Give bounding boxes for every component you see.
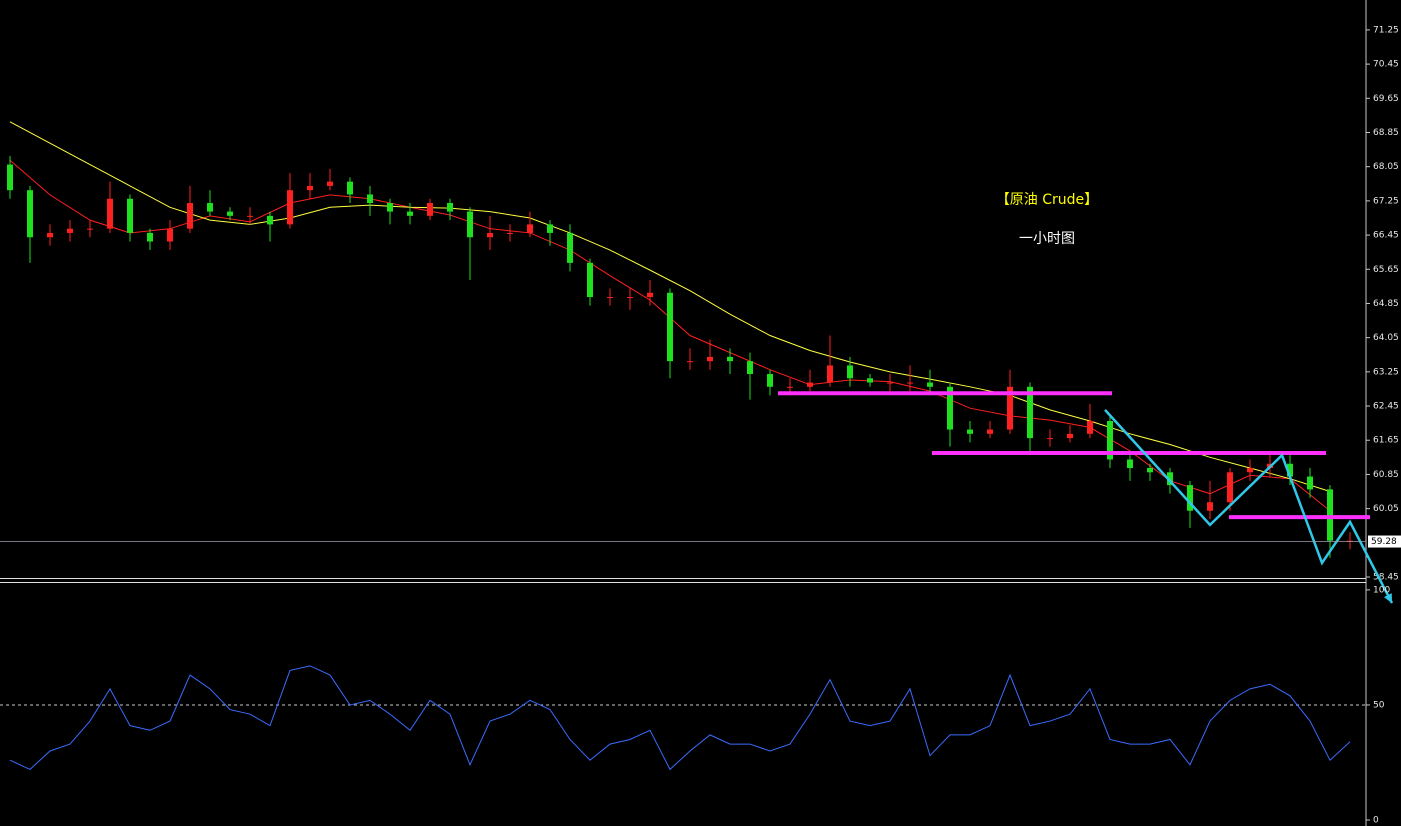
candle-body	[7, 164, 13, 191]
candle-body	[627, 297, 633, 299]
candle-body	[807, 382, 813, 387]
candle-body	[1227, 472, 1233, 503]
candle-body	[967, 429, 973, 434]
candle-body	[847, 365, 853, 379]
candle-body	[447, 203, 453, 212]
candle-body	[427, 203, 433, 216]
candle-body	[1187, 485, 1193, 511]
candle-body	[707, 356, 713, 362]
candle-body	[367, 194, 373, 204]
candle-body	[767, 373, 773, 387]
candle-body	[27, 190, 33, 238]
candle-body	[1307, 476, 1313, 490]
candle-body	[147, 232, 153, 242]
candle-body	[207, 203, 213, 212]
candle-body	[567, 232, 573, 263]
candle-body	[887, 382, 893, 384]
candle-body	[1067, 433, 1073, 439]
y-tick-label: 64.05	[1373, 333, 1399, 343]
arrow-head	[1384, 593, 1392, 604]
trend-arrow	[1104, 409, 1394, 604]
y-tick-label: 65.65	[1373, 265, 1399, 275]
candle-body	[907, 382, 913, 384]
candle-body	[827, 365, 833, 383]
candle-body	[307, 185, 313, 191]
y-tick-label: 50	[1373, 700, 1385, 710]
candle-body	[127, 198, 133, 233]
candle-body	[1207, 502, 1213, 511]
candle-body	[347, 181, 353, 195]
candle-body	[387, 203, 393, 212]
y-tick-label: 0	[1373, 816, 1379, 826]
candle-body	[107, 198, 113, 229]
candle-body	[167, 228, 173, 242]
candle-body	[1147, 468, 1153, 473]
candle-body	[727, 356, 733, 362]
y-tick-label: 100	[1373, 585, 1390, 595]
candle-body	[987, 429, 993, 434]
candle-body	[1087, 421, 1093, 434]
y-tick-label: 68.05	[1373, 162, 1399, 172]
candle-body	[1127, 459, 1133, 469]
rsi-line	[9, 665, 1351, 771]
candle-body	[267, 215, 273, 225]
chart-title: 【原油 Crude】	[996, 192, 1098, 208]
candle-body	[87, 228, 93, 230]
candle-body	[867, 378, 873, 383]
candle-body	[67, 228, 73, 233]
candle-body	[327, 181, 333, 186]
candle-body	[1327, 489, 1333, 541]
candle-body	[1167, 472, 1173, 486]
candle-body	[1247, 468, 1253, 473]
candle-body	[667, 292, 673, 362]
candle-body	[587, 262, 593, 298]
last-price-label: 59.28	[1371, 537, 1397, 547]
candle-body	[287, 190, 293, 225]
candle-body	[1107, 421, 1113, 460]
y-tick-label: 63.25	[1373, 367, 1399, 377]
candle-body	[547, 224, 553, 233]
candle-body	[227, 211, 233, 216]
candle-body	[487, 232, 493, 238]
y-tick-label: 60.85	[1373, 470, 1399, 480]
candle-body	[647, 292, 653, 298]
candle-body	[527, 224, 533, 233]
y-tick-label: 66.45	[1373, 231, 1399, 241]
y-tick-label: 64.85	[1373, 299, 1399, 309]
y-tick-label: 67.25	[1373, 196, 1399, 206]
candle-body	[1287, 463, 1293, 477]
y-tick-label: 61.65	[1373, 436, 1399, 446]
y-tick-label: 60.05	[1373, 504, 1399, 514]
candle-body	[187, 203, 193, 229]
candle-body	[407, 211, 413, 216]
candle-body	[47, 232, 53, 238]
candle-body	[507, 232, 513, 234]
candle-body	[947, 386, 953, 430]
y-tick-label: 69.65	[1373, 94, 1399, 104]
candle-body	[687, 361, 693, 363]
candle-body	[1027, 386, 1033, 439]
y-tick-label: 58.45	[1373, 573, 1399, 583]
candle-body	[1047, 438, 1053, 440]
chart-subtitle: 一小时图	[1019, 231, 1075, 247]
candle-body	[747, 361, 753, 374]
last-price-box	[1368, 535, 1401, 548]
y-tick-label: 62.45	[1373, 402, 1399, 412]
candle-body	[607, 297, 613, 299]
candle-body	[927, 382, 933, 387]
candle-body	[467, 211, 473, 238]
y-tick-label: 70.45	[1373, 60, 1399, 70]
y-tick-label: 68.85	[1373, 128, 1399, 138]
candle-body	[247, 215, 253, 217]
candle-body	[787, 386, 793, 388]
candle-body	[1007, 386, 1013, 430]
y-tick-label: 71.25	[1373, 25, 1399, 35]
